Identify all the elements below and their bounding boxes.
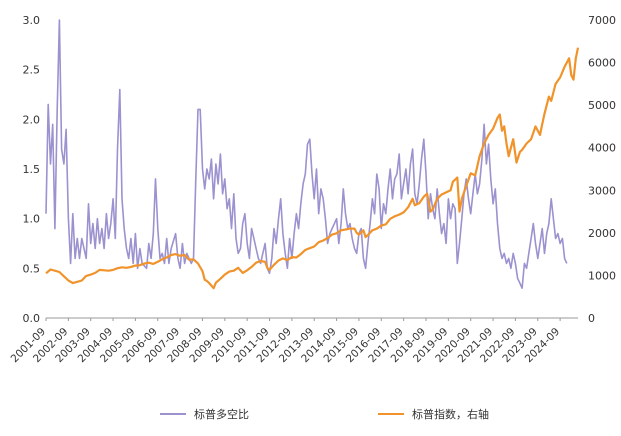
legend-label-right-series: 标普指数，右轴 <box>412 408 489 421</box>
series-line-ratio <box>45 19 568 290</box>
y-left-tick-label: 0.5 <box>23 262 41 275</box>
legend-item-left-series: 标普多空比 <box>160 406 249 422</box>
y-left-tick-label: 3.0 <box>23 14 41 27</box>
y-right-tick-label: 3000 <box>588 184 616 197</box>
series-line-index <box>45 47 580 290</box>
y-left-tick-label: 2.5 <box>23 64 41 77</box>
legend-item-right-series: 标普指数，右轴 <box>378 406 489 422</box>
y-left-tick-label: 1.5 <box>23 163 41 176</box>
y-right-tick-label: 0 <box>588 312 595 325</box>
y-left-tick-label: 0.0 <box>23 312 41 325</box>
legend-label-left-series: 标普多空比 <box>194 408 249 421</box>
y-left-tick-label: 2.0 <box>23 113 41 126</box>
y-right-tick-label: 6000 <box>588 57 616 70</box>
y-right-tick-label: 7000 <box>588 14 616 27</box>
y-right-tick-label: 4000 <box>588 142 616 155</box>
legend-swatch-purple <box>160 413 186 415</box>
y-right-tick-label: 2000 <box>588 227 616 240</box>
y-right-tick-label: 5000 <box>588 99 616 112</box>
series-layer <box>45 19 580 290</box>
axes-layer: 0.0 0.5 1.0 1.5 2.0 2.5 3.0 0 1000 2000 3000 4000 50… <box>9 14 616 365</box>
y-right-tick-label: 1000 <box>588 269 616 282</box>
legend-swatch-orange <box>378 413 404 415</box>
y-left-tick-label: 1.0 <box>23 213 41 226</box>
